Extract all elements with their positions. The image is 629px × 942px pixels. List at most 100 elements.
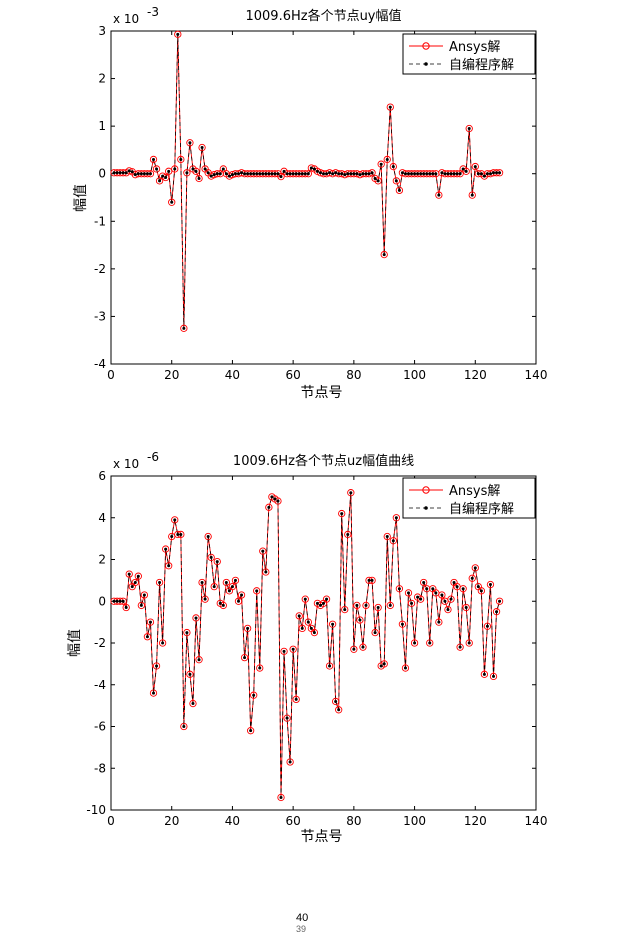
data-point-ansys [447,595,455,603]
exponent-label: x 10 [113,457,139,471]
y-tick-label: 0 [98,167,106,181]
data-point-ansys [407,599,416,607]
data-point-program [388,603,392,607]
data-point-program [346,172,350,176]
data-point-program [252,172,256,176]
data-point-program [161,641,165,645]
data-point-program [388,105,392,109]
data-point-program [358,173,362,177]
data-point-program [467,641,471,645]
data-point-ansys [377,160,385,168]
x-tick-label: 40 [225,368,240,382]
data-point-ansys [198,143,206,152]
data-point-program [492,674,495,678]
data-point-program [446,172,450,176]
y-tick-label: -2 [94,636,106,650]
legend-box [402,477,536,519]
data-point-program [158,179,162,183]
data-point-program [403,172,407,176]
data-point-program [452,580,456,584]
data-point-ansys [341,605,349,614]
data-point-program [279,795,283,799]
data-point-program [318,603,322,607]
data-point-program [130,585,134,589]
data-point-ansys [335,706,343,714]
data-point-program [155,167,159,171]
data-point-program [155,664,159,668]
data-point-program [482,672,486,676]
data-point-program [127,169,131,173]
data-point-program [485,624,489,628]
data-point-program [364,172,368,176]
data-point-ansys [183,628,191,637]
data-point-program [270,495,274,499]
data-point-ansys [277,172,285,181]
data-point-program [215,560,219,564]
legend-marker-ansys [422,486,430,494]
data-point-program [276,499,280,503]
data-point-ansys [410,639,419,647]
data-point-program [203,597,207,601]
data-point-program [133,580,137,584]
data-point-program [176,532,180,536]
data-point-program [243,172,247,176]
data-point-program [416,595,420,599]
data-point-program [230,585,234,589]
data-point-program [449,172,453,176]
data-point-ansys [158,639,167,647]
data-point-program [479,172,483,176]
data-point-ansys [152,165,161,173]
data-point-ansys [362,601,370,610]
data-point-program [400,622,404,626]
data-point-program [379,664,383,668]
data-point-program [312,167,316,171]
y-tick-label: -10 [86,803,106,817]
data-point-program [346,532,350,536]
data-point-program [455,585,459,589]
data-point-ansys [298,624,306,633]
data-point-program [309,166,313,170]
x-tick-label: 0 [107,814,115,828]
data-point-program [173,518,177,522]
data-point-program [343,173,347,177]
data-point-program [133,173,137,177]
data-point-ansys [171,516,179,524]
data-point-program [413,172,417,176]
chart-title: 1009.6Hz各个节点uy幅值 [245,8,401,24]
data-point-program [419,597,423,601]
data-point-ansys [222,578,231,587]
data-point-program [391,165,395,169]
data-point-program [179,157,183,161]
data-point-program [209,174,213,178]
data-point-ansys [435,191,443,199]
data-point-program [179,532,183,536]
data-point-program [312,631,316,635]
data-point-program [258,172,262,176]
data-point-program [285,172,289,176]
data-point-ansys [171,165,179,173]
data-point-ansys [219,601,227,610]
data-point-program [139,603,143,607]
data-point-program [394,179,398,183]
data-point-ansys [462,167,470,175]
data-point-program [194,169,198,173]
page-number-underlay: 39 [296,924,307,934]
x-tick-label: 140 [525,368,548,382]
y-tick-label: -2 [94,262,106,276]
data-point-program [291,647,295,651]
x-tick-label: 140 [525,814,548,828]
chart-2: 0 20 40 60 80 100 120 140 -10 -8 -6 -4 -2 0 2 4 6 x 10 -6 1… [67,450,547,845]
data-point-ansys [471,564,479,572]
data-point-ansys [486,580,495,589]
y-tick-label: -1 [94,214,106,228]
data-point-program [309,626,313,630]
data-point-ansys [383,532,391,541]
data-point-program [252,693,256,697]
data-point-ansys [240,653,249,662]
data-point-program [373,631,377,635]
exponent-label: x 10 [113,12,139,26]
data-point-ansys [286,758,294,766]
data-point-ansys [183,169,191,177]
data-point-program [422,172,426,176]
